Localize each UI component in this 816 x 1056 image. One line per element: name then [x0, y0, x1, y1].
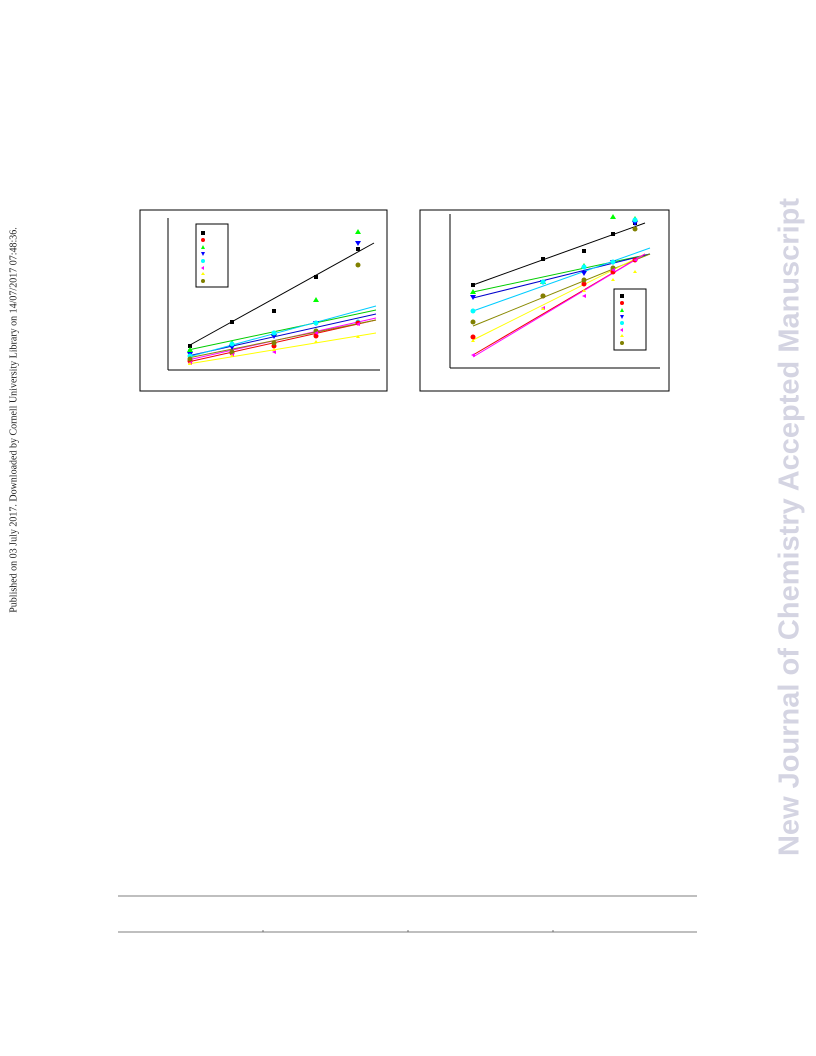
figure-b [419, 209, 670, 392]
table-rules [118, 895, 697, 933]
figure-a [139, 209, 388, 392]
